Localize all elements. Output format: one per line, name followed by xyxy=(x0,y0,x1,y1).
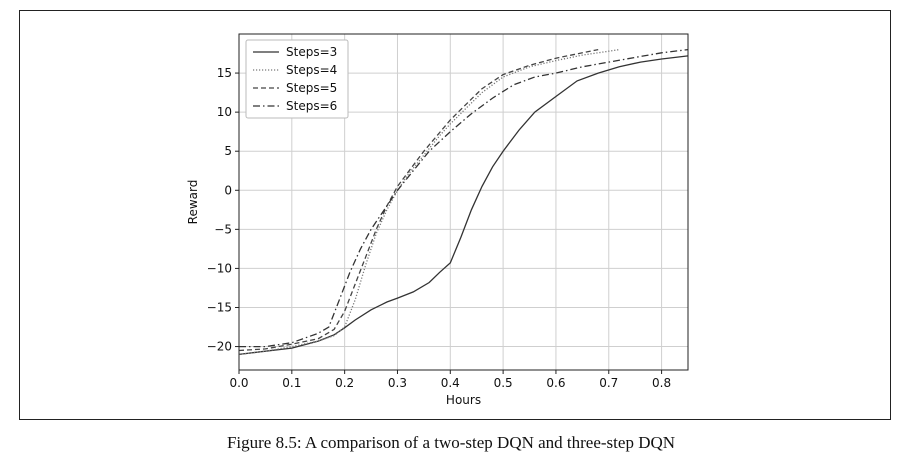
y-tick-label: 10 xyxy=(217,105,232,119)
y-tick-label: 5 xyxy=(224,144,232,158)
series-line-steps-3 xyxy=(238,55,689,356)
y-axis-label: Reward xyxy=(186,180,200,225)
legend-label: Steps=4 xyxy=(286,63,337,77)
x-tick-label: 0.4 xyxy=(441,376,460,390)
legend-label: Steps=3 xyxy=(286,45,337,59)
legend-box xyxy=(245,39,349,119)
legend-label: Steps=6 xyxy=(286,99,337,113)
axis-ticks: 0.0 0.1 0.2 0.3 0.4 0.5 0.6 0.7 0.8 15 10 5 0 −5 −10 −1… xyxy=(207,66,671,390)
y-tick-label: −5 xyxy=(214,222,232,236)
y-tick-label: −20 xyxy=(207,340,232,354)
x-tick-label: 0.3 xyxy=(388,376,407,390)
grid xyxy=(238,34,688,370)
legend-label: Steps=5 xyxy=(286,81,337,95)
line-chart: 0.0 0.1 0.2 0.3 0.4 0.5 0.6 0.7 0.8 15 10 5 0 −5 −10 −1… xyxy=(186,33,689,407)
series-line-steps-4 xyxy=(238,48,620,356)
y-tick-label: 0 xyxy=(224,183,232,197)
x-tick-label: 0.7 xyxy=(599,376,618,390)
y-tick-label: −15 xyxy=(207,300,232,314)
figure-frame xyxy=(19,10,891,420)
x-tick-label: 0.5 xyxy=(494,376,513,390)
figure-caption: Figure 8.5: A comparison of a two-step D… xyxy=(226,433,676,452)
y-tick-label: −10 xyxy=(207,261,232,275)
x-tick-label: 0.2 xyxy=(335,376,354,390)
y-tick-label: 15 xyxy=(217,66,232,80)
x-tick-label: 0.8 xyxy=(652,376,671,390)
x-tick-label: 0.1 xyxy=(282,376,301,390)
x-tick-label: 0.0 xyxy=(229,376,248,390)
x-axis-label: Hours xyxy=(446,393,481,407)
plot-area-border xyxy=(238,33,689,371)
series-line-steps-6 xyxy=(239,48,689,348)
series-lines xyxy=(238,48,689,356)
x-tick-label: 0.6 xyxy=(546,376,565,390)
legend: Steps=3 Steps=4 Steps=5 Steps=6 xyxy=(245,39,349,119)
series-line-steps-5 xyxy=(238,48,599,352)
